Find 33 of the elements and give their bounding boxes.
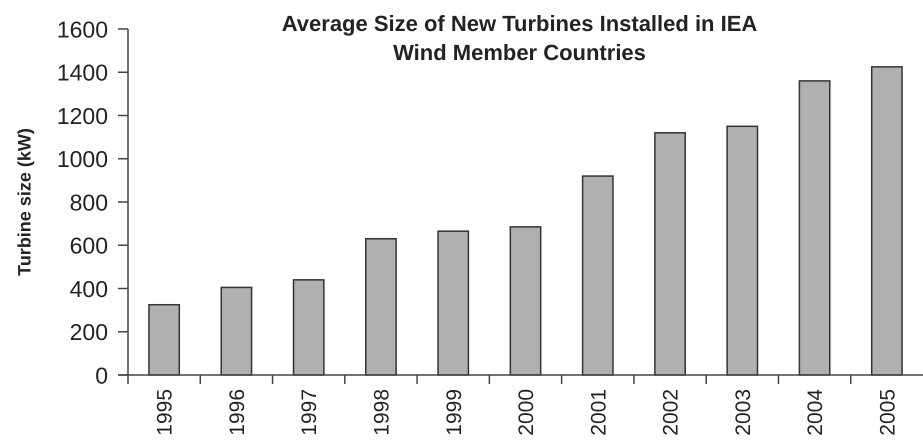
bar (582, 175, 614, 376)
y-tick-label: 1200 (56, 102, 108, 129)
y-tick-label: 0 (95, 362, 108, 388)
bar (726, 126, 758, 376)
x-tick-label: 2002 (660, 389, 683, 436)
bar (870, 66, 903, 376)
bar (292, 279, 325, 376)
y-tick-label: 600 (70, 232, 108, 259)
bar (798, 80, 831, 376)
x-tick-label: 1998 (370, 389, 394, 436)
bar (654, 132, 686, 376)
x-tick-label: 2000 (515, 389, 538, 436)
y-tick-label: 800 (70, 189, 108, 216)
bar (220, 286, 252, 376)
y-tick-label: 1400 (56, 60, 108, 86)
bar (365, 238, 397, 376)
x-tick-label: 1999 (442, 389, 466, 436)
y-tick-label: 1000 (56, 146, 108, 172)
y-tick-label: 1600 (56, 16, 108, 42)
y-axis-title: Turbine size (kW) (14, 128, 34, 276)
chart-title: Average Size of New Turbines Installed in IEA Wind Member Countries (282, 11, 758, 65)
x-tick-label: 1997 (298, 389, 322, 436)
x-tick-label: 1996 (226, 389, 249, 436)
x-tick-label: 1995 (154, 389, 177, 436)
bar (148, 304, 180, 376)
y-tick-label: 400 (70, 276, 108, 302)
bar (510, 226, 542, 376)
bar (437, 230, 470, 376)
x-tick-label: 2004 (804, 388, 828, 436)
x-tick-label: 2003 (732, 389, 755, 436)
y-tick-label: 200 (70, 319, 108, 346)
x-tick-label: 2005 (876, 389, 900, 436)
x-tick-label: 2001 (587, 389, 610, 436)
